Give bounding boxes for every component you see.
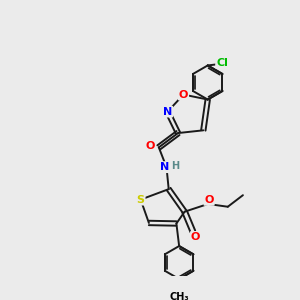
Text: H: H [171,161,179,171]
Text: O: O [146,141,155,151]
Text: N: N [160,162,170,172]
Text: O: O [204,195,214,205]
Text: S: S [137,195,145,205]
Text: CH₃: CH₃ [169,292,189,300]
Text: O: O [191,232,200,242]
Text: N: N [163,106,172,117]
Text: O: O [179,90,188,100]
Text: Cl: Cl [216,58,228,68]
